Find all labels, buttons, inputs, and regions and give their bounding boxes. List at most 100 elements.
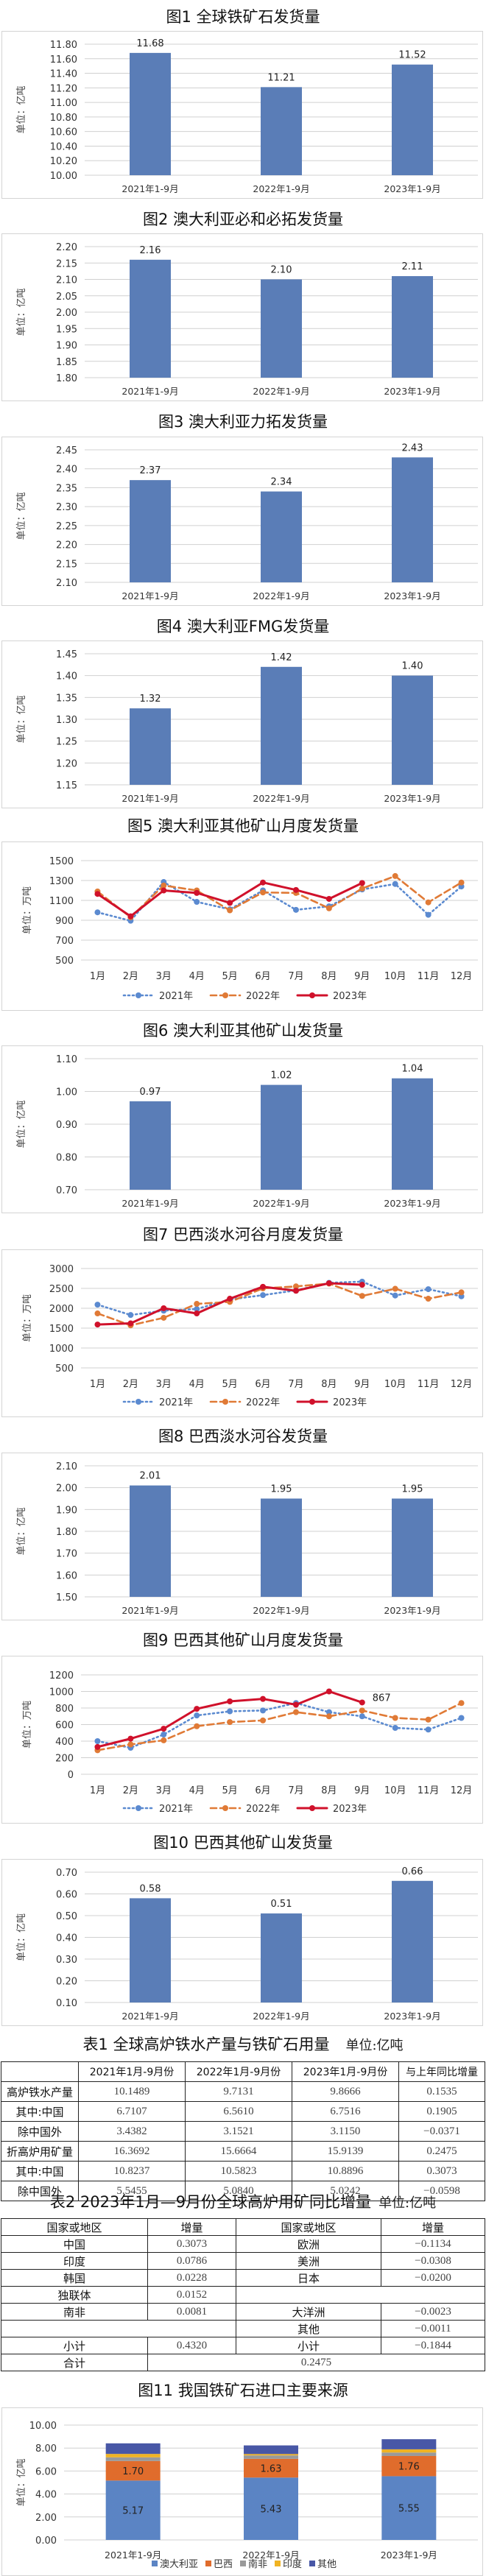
data-point <box>359 1713 365 1720</box>
data-point <box>359 1293 365 1299</box>
data-point <box>325 895 332 902</box>
data-point <box>94 1321 101 1328</box>
figure-7-chart: 500 1000 1500 2000 2500 3000 单位：万吨 1月 2月 3月 4月 5月 6月… <box>1 1249 483 1417</box>
stacked-bar-segment <box>105 2454 161 2457</box>
data-label: 2.01 <box>140 1471 161 1482</box>
bar <box>261 1084 302 1190</box>
y-tick-label: 2.10 <box>56 275 77 286</box>
x-tick-label: 2022年1-9月 <box>253 1605 309 1616</box>
bar <box>392 64 433 175</box>
figure-9-chart: 0 200 400 600 800 1000 1200 单位：万吨 1月 2月 3月 4月 5月 6月 7月… <box>1 1656 483 1824</box>
column-header <box>1 2061 79 2082</box>
table-cell: −0.0023 <box>381 2303 485 2321</box>
data-point <box>127 1312 134 1319</box>
x-tick-label: 9月 <box>354 971 370 982</box>
x-tick-label: 2022年1-9月 <box>253 2011 309 2022</box>
figure-8-chart: 1.50 1.60 1.70 1.80 1.90 2.00 2.10 单位：亿吨 2021年1-… <box>1 1453 483 1620</box>
table-row: 除中国外 5.5455 5.0840 5.0242 −0.0598 <box>1 2181 485 2201</box>
data-point <box>392 1292 398 1299</box>
bar <box>261 1498 302 1597</box>
figure-4-title: 图4 澳大利亚FMG发货量 <box>156 618 330 635</box>
y-tick-label: 10.60 <box>50 127 77 138</box>
chart-svg: 0 200 400 600 800 1000 1200 单位：万吨 1月 2月 3月 4月 5月 6月 7月… <box>22 1670 478 1815</box>
data-point <box>458 1289 465 1296</box>
figure-2-chart: 1.80 1.85 1.90 1.95 2.00 2.05 2.10 2.15 2.20 单位：亿… <box>1 233 483 401</box>
stacked-bar-segment <box>381 2439 437 2449</box>
data-point <box>292 1283 299 1290</box>
table-cell: 10.8896 <box>292 2161 399 2181</box>
stacked-bar-segment <box>244 2445 298 2455</box>
data-point <box>359 885 365 892</box>
data-point <box>292 886 299 893</box>
x-tick-label: 9月 <box>354 1785 370 1796</box>
data-point <box>260 889 267 896</box>
data-point <box>194 1712 200 1719</box>
y-tick-label: 11.60 <box>50 54 77 66</box>
data-point <box>458 1700 465 1707</box>
x-tick-label: 2022年1-9月 <box>253 590 309 601</box>
data-point <box>292 1288 299 1294</box>
table-cell: 中国 <box>1 2235 148 2253</box>
chart-svg: 2.10 2.15 2.20 2.25 2.30 2.35 2.40 2.45 单位：亿吨 202… <box>16 442 478 601</box>
y-tick-label: 0.30 <box>56 1955 77 1966</box>
y-tick-label: 500 <box>55 956 74 967</box>
y-tick-label: 10.00 <box>29 2421 57 2432</box>
y-tick-label: 1.30 <box>56 715 77 726</box>
chart-svg: 1.50 1.60 1.70 1.80 1.90 2.00 2.10 单位：亿吨 2021年1-… <box>16 1461 478 1616</box>
data-point <box>359 1707 365 1714</box>
data-label: 1.76 <box>398 2462 420 2473</box>
chart-svg: 1.80 1.85 1.90 1.95 2.00 2.05 2.10 2.15 2.20 单位：亿… <box>16 242 478 397</box>
bar <box>261 491 302 582</box>
table-cell: 6.5610 <box>185 2101 292 2122</box>
data-point <box>325 1709 332 1715</box>
y-tick-label: 2.15 <box>56 258 77 269</box>
data-point <box>325 905 332 911</box>
table-cell: 9.8666 <box>292 2081 399 2102</box>
x-tick-label: 7月 <box>288 1379 303 1390</box>
data-point <box>325 1713 332 1720</box>
bar <box>261 1913 302 2002</box>
y-tick-label: 2.00 <box>35 2513 57 2524</box>
data-point <box>161 1305 167 1311</box>
y-tick-label: 2500 <box>49 1284 74 1295</box>
data-point <box>260 879 267 886</box>
y-tick-label: 2000 <box>49 1304 74 1315</box>
table-row: 其中:中国 6.7107 6.5610 6.7516 0.1905 <box>1 2101 485 2122</box>
data-point <box>161 882 167 889</box>
table-cell: 0.0228 <box>147 2269 236 2287</box>
data-point <box>325 1688 332 1695</box>
data-point <box>260 1283 267 1290</box>
y-tick-label: 700 <box>55 936 74 947</box>
y-tick-label: 0 <box>68 1770 74 1781</box>
table-cell: 欧洲 <box>236 2235 381 2253</box>
x-tick-label: 8月 <box>321 1379 337 1390</box>
table-cell: 大洋洲 <box>236 2303 381 2321</box>
table-cell: 10.1489 <box>78 2081 186 2102</box>
data-label: 0.51 <box>271 1899 292 1910</box>
table-row: 高炉铁水产量 10.1489 9.7131 9.8666 0.1535 <box>1 2081 485 2102</box>
data-point <box>359 880 365 886</box>
legend-label: 巴西 <box>214 2559 233 2570</box>
bar <box>392 276 433 378</box>
y-tick-label: 1.85 <box>56 357 77 368</box>
data-point <box>392 872 398 879</box>
y-tick-label: 0.20 <box>56 1977 77 1988</box>
table-cell: 0.0152 <box>147 2286 236 2304</box>
data-point <box>194 899 200 906</box>
y-tick-label: 2.05 <box>56 292 77 303</box>
figure-11-chart: 0.00 2.00 4.00 6.00 8.00 10.00 单位：亿吨 2021年1-9月 2… <box>1 2407 483 2576</box>
figure-1-title: 图1 全球铁矿石发货量 <box>166 8 320 26</box>
table-cell: 10.5823 <box>185 2161 292 2181</box>
table-cell: −0.0011 <box>381 2320 485 2337</box>
data-point <box>425 899 432 906</box>
y-tick-label: 1.25 <box>56 737 77 748</box>
y-tick-label: 11.00 <box>50 98 77 109</box>
table-cell: 3.4382 <box>78 2121 186 2142</box>
y-tick-label: 0.90 <box>56 1120 77 1131</box>
column-header: 2021年1月-9月份 <box>78 2061 186 2082</box>
y-axis-label: 单位：亿吨 <box>16 1507 27 1555</box>
data-point <box>194 1306 200 1313</box>
data-point <box>227 1296 233 1302</box>
x-tick-label: 2月 <box>123 1379 138 1390</box>
data-point <box>161 1314 167 1321</box>
